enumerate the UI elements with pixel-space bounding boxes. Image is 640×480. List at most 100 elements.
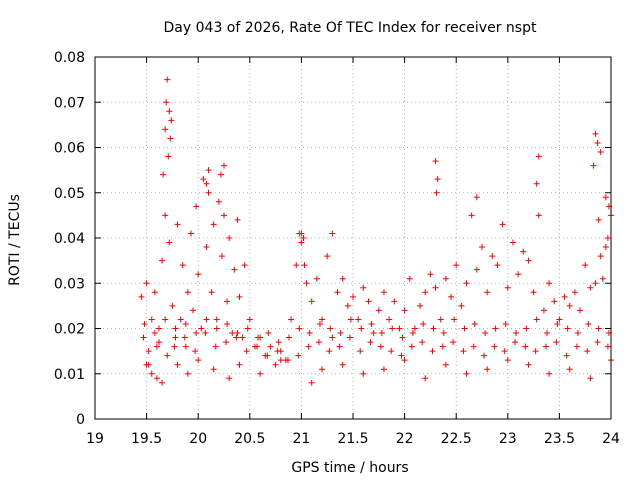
data-point [553,339,560,346]
data-point [346,334,353,341]
data-point [141,320,148,327]
data-point [213,316,220,323]
data-point [433,189,440,196]
data-point [592,280,599,287]
data-point [587,375,594,382]
data-point [143,361,150,368]
x-tick-label: 22.5 [441,431,472,447]
data-point [162,126,169,133]
y-tick-label: 0.08 [54,50,85,66]
data-point [223,339,230,346]
data-point [193,203,200,210]
data-point [592,130,599,137]
data-point [422,375,429,382]
data-point [272,361,279,368]
data-point [182,343,189,350]
data-point [535,153,542,160]
data-point [301,262,308,269]
data-point [597,253,604,260]
x-tick-label: 21 [292,431,310,447]
data-point [319,366,326,373]
data-point [389,325,396,332]
data-point [473,194,480,201]
data-point [224,298,231,305]
data-point [398,352,405,359]
data-point [213,325,220,332]
data-point [604,343,611,350]
data-point [401,307,408,314]
data-point [288,316,295,323]
data-point [587,284,594,291]
data-point [166,239,173,246]
data-point [295,352,302,359]
y-tick-label: 0 [76,412,85,428]
data-point [264,352,271,359]
data-point [458,302,465,309]
data-point [399,334,406,341]
data-point [535,212,542,219]
data-point [200,176,207,183]
data-point [515,271,522,278]
data-point [182,320,189,327]
y-tick-label: 0.02 [54,322,85,338]
data-point [574,330,581,337]
x-tick-label: 19.5 [131,431,162,447]
data-point [540,307,547,314]
data-point [203,180,210,187]
data-point [546,280,553,287]
data-point [523,325,530,332]
data-point [327,325,334,332]
x-axis-label: GPS time / hours [291,460,408,476]
data-point [386,316,393,323]
data-point [602,244,609,251]
y-tick-label: 0.06 [54,141,85,157]
data-point [434,176,441,183]
data-point [375,307,382,314]
y-axis-label: ROTI / TECUs [7,194,23,286]
data-point [408,343,415,350]
data-point [409,330,416,337]
data-point [577,307,584,314]
data-point [442,275,449,282]
data-point [300,235,307,241]
data-point [172,325,179,332]
data-point [573,343,580,350]
data-point [159,379,166,386]
data-point [482,330,489,337]
data-point [168,117,175,124]
data-point [429,348,436,355]
chart-title: Day 043 of 2026, Rate Of TEC Index for r… [164,20,537,36]
data-point [171,343,178,350]
data-point [494,262,501,269]
data-point [566,366,573,373]
data-point [544,330,551,337]
data-point [162,316,169,323]
data-point [594,339,601,346]
data-point [221,212,227,219]
data-point [365,298,372,305]
data-point [388,348,395,355]
data-point [234,330,241,337]
data-point [195,357,202,364]
data-point [151,330,158,337]
x-tick-label: 22 [396,431,414,447]
data-point [525,361,532,368]
data-point [257,370,264,377]
data-point [195,271,202,278]
data-point [525,257,532,264]
data-point [148,316,155,323]
data-point [215,198,222,205]
data-point [468,212,475,219]
data-point [267,343,274,350]
y-tick-label: 0.05 [54,186,85,202]
data-point [192,348,199,355]
data-point [241,262,248,269]
data-point [303,280,310,287]
data-point [427,271,434,278]
data-point [236,293,243,300]
data-point [315,339,322,346]
data-point [484,366,491,373]
data-point [184,289,191,296]
data-point [218,253,225,260]
